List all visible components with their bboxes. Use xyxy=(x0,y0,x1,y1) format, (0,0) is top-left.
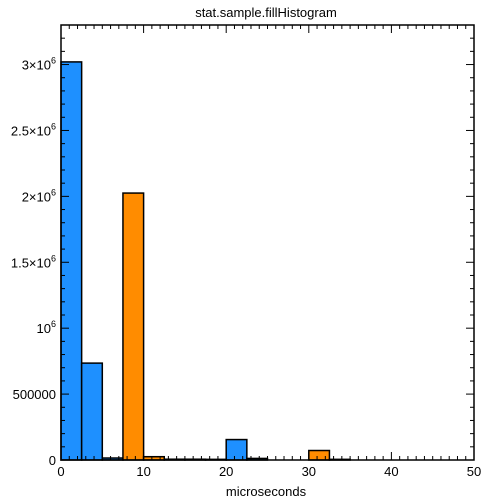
bar-orange-0 xyxy=(122,192,145,461)
bar-orange-4 xyxy=(308,449,331,461)
y-tick-label-4: 2×106 xyxy=(22,187,56,204)
x-tick-label-5: 50 xyxy=(467,464,481,479)
x-tick-label-1: 10 xyxy=(136,464,150,479)
y-tick-label-5: 2.5×106 xyxy=(11,121,56,138)
y-tick-label-6: 3×106 xyxy=(22,56,56,73)
bar-blue-4 xyxy=(225,438,248,461)
x-tick-label-3: 30 xyxy=(302,464,316,479)
y-tick-label-1: 500000 xyxy=(13,387,56,402)
y-tick-label-0: 0 xyxy=(49,453,56,468)
chart-title: stat.sample.fillHistogram xyxy=(195,5,337,20)
plot-frame xyxy=(60,24,475,461)
x-axis-label: microseconds xyxy=(226,484,307,499)
y-tick-label-2: 106 xyxy=(37,319,56,336)
x-tick-label-2: 20 xyxy=(219,464,233,479)
bar-blue-0 xyxy=(60,61,83,461)
y-tick-label-3: 1.5×106 xyxy=(11,253,56,270)
x-tick-label-4: 40 xyxy=(384,464,398,479)
bar-blue-1 xyxy=(80,362,104,461)
x-tick-label-0: 0 xyxy=(57,464,64,479)
bars-layer xyxy=(60,61,351,461)
